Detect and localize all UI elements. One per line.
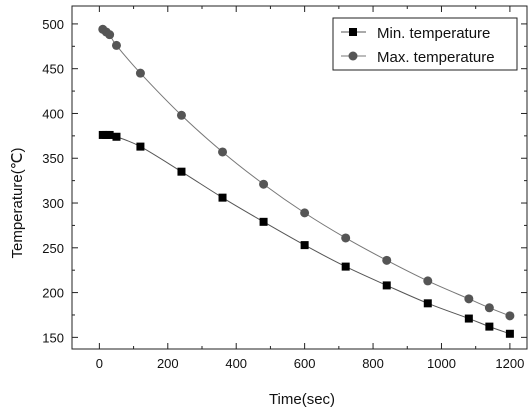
plot-frame xyxy=(71,5,528,350)
y-tick-label: 450 xyxy=(42,62,64,77)
data-point-max xyxy=(105,30,115,40)
y-tick-label: 400 xyxy=(42,106,64,121)
x-tick-label: 200 xyxy=(157,356,179,371)
legend-label-min: Min. temperature xyxy=(377,25,490,42)
data-point-min xyxy=(485,322,494,331)
legend-label-max: Max. temperature xyxy=(377,49,495,66)
data-point-min xyxy=(382,281,391,290)
x-axis-label: Time(sec) xyxy=(269,391,335,408)
data-point-min xyxy=(464,314,473,323)
data-point-max xyxy=(218,147,228,157)
legend-marker-min xyxy=(349,28,357,36)
data-point-max xyxy=(464,294,474,304)
data-point-min xyxy=(177,167,186,176)
y-tick-label: 250 xyxy=(42,241,64,256)
data-point-max xyxy=(423,276,433,286)
x-tick-label: 400 xyxy=(225,356,247,371)
x-axis: 0 200 400 600 800 1000 1200 xyxy=(96,6,524,371)
data-point-min xyxy=(105,130,114,139)
y-tick-label: 200 xyxy=(42,286,64,301)
data-point-max xyxy=(135,68,145,78)
data-point-min xyxy=(505,329,514,338)
y-tick-label: 300 xyxy=(42,196,64,211)
data-point-max xyxy=(176,110,186,120)
x-tick-label: 1200 xyxy=(495,356,524,371)
x-tick-label: 0 xyxy=(96,356,103,371)
data-point-max xyxy=(300,208,310,218)
x-tick-label: 1000 xyxy=(427,356,456,371)
data-point-min xyxy=(300,241,309,250)
y-tick-label: 350 xyxy=(42,151,64,166)
data-point-min xyxy=(341,262,350,271)
data-point-min xyxy=(423,299,432,308)
data-point-max xyxy=(111,40,121,50)
data-point-max xyxy=(505,311,515,321)
x-tick-label: 800 xyxy=(362,356,384,371)
data-point-max xyxy=(341,233,351,243)
y-axis-label: Temperature(℃) xyxy=(9,147,26,258)
data-point-min xyxy=(259,217,268,226)
y-tick-label: 500 xyxy=(42,17,64,32)
data-point-max xyxy=(259,179,269,189)
data-point-max xyxy=(382,255,392,265)
data-point-min xyxy=(218,193,227,202)
data-point-min xyxy=(112,132,121,141)
y-tick-label: 150 xyxy=(42,330,64,345)
legend-box xyxy=(332,17,518,71)
data-point-max xyxy=(484,303,494,313)
data-point-min xyxy=(136,142,145,151)
x-tick-label: 600 xyxy=(294,356,316,371)
legend-marker-max xyxy=(348,51,358,61)
series-layer xyxy=(98,24,515,338)
legend: Min. temperature Max. temperature xyxy=(332,17,518,71)
y-axis: 150 200 250 300 350 400 450 500 xyxy=(42,17,527,345)
